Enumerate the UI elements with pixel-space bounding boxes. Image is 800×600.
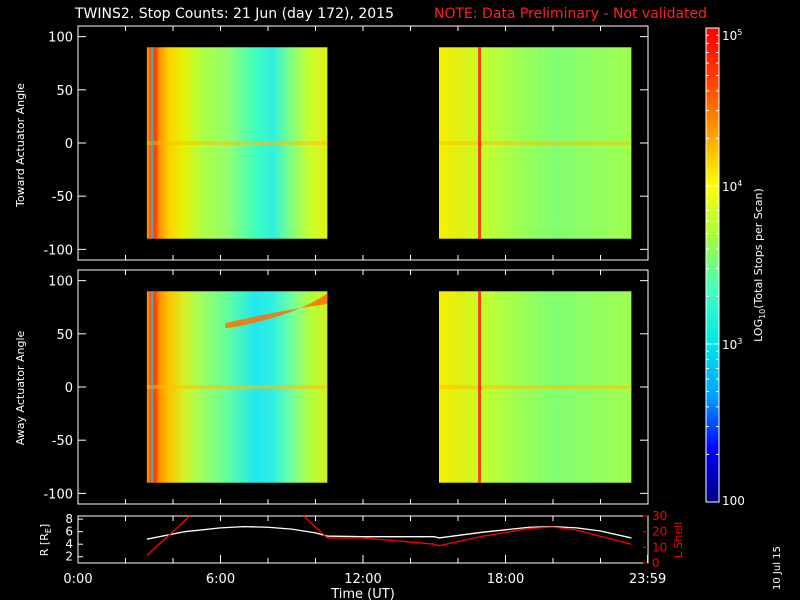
orbit-ytick-label: 4 [65, 537, 73, 551]
orbit-ytick-label-right: 10 [652, 540, 667, 554]
lshell-line [146, 515, 191, 556]
ytick-label: 100 [48, 275, 73, 290]
colorbar-label: LOG10(Total Stops per Scan) [752, 188, 767, 342]
panel-away-yaxis: -100 -50 0 50 100 [43, 275, 648, 502]
xtick-label: 6:00 [206, 572, 235, 587]
ytick-label: -50 [52, 190, 73, 205]
colorbar-gradient [705, 27, 720, 503]
ytick-label: -50 [52, 434, 73, 449]
orbit-lines [146, 515, 632, 556]
orbit-ytick-label-right: 0 [652, 556, 660, 570]
panel-away-ylabel: Away Actuator Angle [14, 330, 27, 445]
radius-line [146, 526, 632, 540]
panel-away-spectrogram [146, 291, 632, 483]
zero-angle-stripe [146, 385, 328, 389]
ytick-label: 50 [56, 84, 73, 99]
lshell-line [303, 515, 632, 547]
xtick-label: 0:00 [63, 572, 92, 587]
cbar-tick-label: 104 [722, 179, 742, 194]
ytick-label: 0 [65, 137, 73, 152]
cbar-tick-label: 100 [722, 494, 745, 508]
xtick-label: 18:00 [487, 572, 524, 587]
panel-toward-spectrogram [146, 47, 632, 239]
orbit-ylabel: R [RE] [38, 524, 53, 556]
zero-angle-stripe [439, 141, 632, 145]
orbit-ytick-label-right: 20 [652, 525, 667, 539]
ytick-label: 0 [65, 381, 73, 396]
cbar-tick-label: 103 [722, 337, 742, 352]
zero-angle-stripe [146, 141, 328, 145]
colorbar: 105 104 103 100 LOG10(Total Stops per Scan) [705, 27, 767, 508]
colorbar-ticks: 105 104 103 100 [706, 27, 745, 508]
panel-toward-ylabel: Toward Actuator Angle [14, 83, 27, 208]
xtick-label: 23:59 [629, 572, 666, 587]
ytick-label: 100 [48, 31, 73, 46]
preliminary-note: NOTE: Data Preliminary - Not validated [434, 6, 708, 22]
panel-away: -100 -50 0 50 100 Away Actuator Angle [14, 269, 649, 505]
orbit-ytick-label: 6 [65, 525, 73, 539]
xtick-label: 12:00 [344, 572, 381, 587]
red-feature [478, 47, 481, 239]
orbit-ytick-label: 8 [65, 512, 73, 526]
panel-toward: -100 -50 0 50 100 Toward Actuator Angle [14, 25, 649, 261]
ytick-label: 50 [56, 328, 73, 343]
ytick-label: -100 [43, 487, 73, 502]
red-feature [478, 291, 481, 483]
x-axis: 0:00 6:00 12:00 18:00 23:59 [63, 26, 666, 587]
ytick-label: -100 [43, 243, 73, 258]
orbit-ytick-label-right: 30 [652, 509, 667, 523]
x-axis-label: Time (UT) [330, 587, 395, 600]
orbit-ytick-label: 2 [65, 550, 73, 564]
chart-title: TWINS2. Stop Counts: 21 Jun (day 172), 2… [75, 6, 394, 22]
edge-feature [150, 291, 154, 483]
panel-toward-yaxis: -100 -50 0 50 100 [43, 31, 648, 258]
cbar-tick-label: 105 [722, 28, 742, 43]
edge-feature [150, 47, 154, 239]
hot-feature [225, 293, 328, 329]
zero-angle-stripe [439, 385, 632, 389]
orbit-ylabel-right: L Shell [672, 522, 685, 558]
